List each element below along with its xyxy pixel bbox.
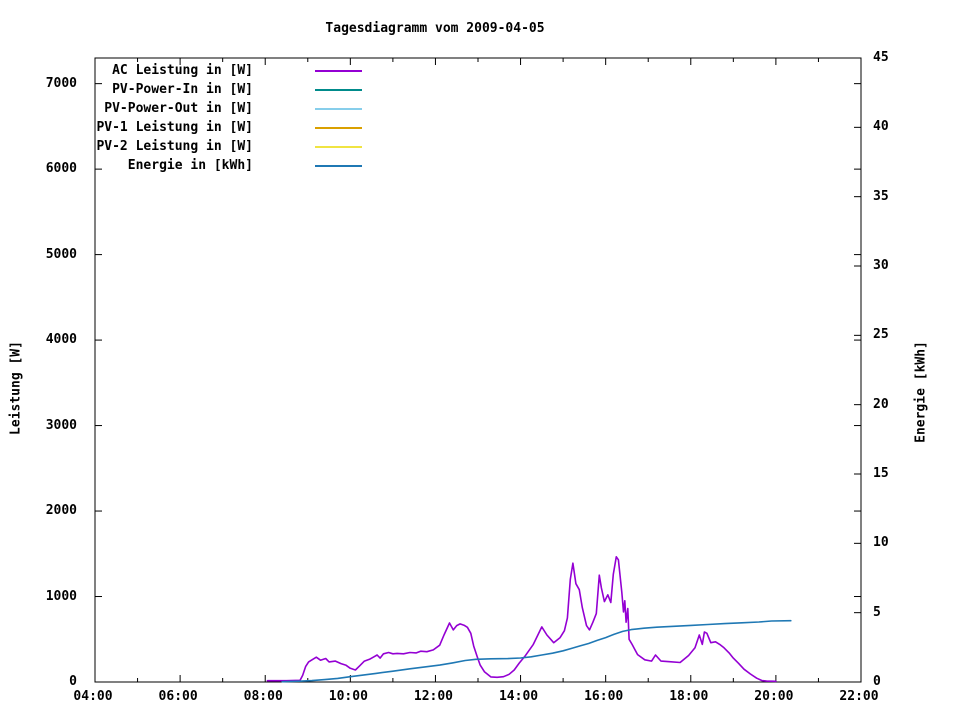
x-tick-label: 06:00 <box>158 689 198 704</box>
legend-label-5: PV-2 Leistung in [W] <box>96 139 253 154</box>
y-right-tick-label: 5 <box>873 604 881 620</box>
legend-label-6: Energie in [kWh] <box>127 158 253 173</box>
x-tick-label: 20:00 <box>754 689 794 704</box>
legend-label-3: PV-Power-Out in [W] <box>104 101 253 116</box>
legend-label-1: AC Leistung in [W] <box>112 63 253 78</box>
legend-swatch-6 <box>315 165 362 167</box>
y-left-tick-label: 7000 <box>45 75 77 91</box>
legend-label-2: PV-Power-In in [W] <box>112 82 253 97</box>
x-tick-label: 16:00 <box>584 689 624 704</box>
x-tick-label: 18:00 <box>669 689 709 704</box>
y-axis-label-right: Energie [kWh] <box>913 341 929 443</box>
y-left-tick-label: 3000 <box>45 417 77 433</box>
x-tick-label: 08:00 <box>243 689 283 704</box>
y-left-tick-label: 0 <box>69 674 77 689</box>
series-energie <box>281 619 792 683</box>
y-left-tick-label: 4000 <box>45 332 77 348</box>
x-tick-label: 14:00 <box>498 689 539 704</box>
y-right-tick-label: 45 <box>873 50 889 65</box>
chart-title: Tagesdiagramm vom 2009-04-05 <box>325 21 545 36</box>
legend-swatch-5 <box>315 146 362 148</box>
y-right-tick-label: 30 <box>873 258 889 273</box>
x-tick-label: 10:00 <box>328 689 368 704</box>
series-ac-leistung <box>266 555 777 683</box>
y-right-tick-label: 0 <box>873 674 881 689</box>
y-right-tick-label: 35 <box>873 188 889 204</box>
legend-swatch-4 <box>315 127 362 129</box>
y-right-tick-label: 25 <box>873 327 889 343</box>
y-right-tick-label: 20 <box>873 396 889 412</box>
y-right-tick-label: 15 <box>873 466 889 481</box>
legend-swatch-3 <box>315 108 362 110</box>
legend-swatch-2 <box>315 89 362 91</box>
x-tick-label: 12:00 <box>413 689 454 704</box>
legend-swatch-1 <box>315 70 362 72</box>
y-left-tick-label: 5000 <box>45 246 77 262</box>
y-left-tick-label: 2000 <box>45 503 77 519</box>
legend-label-4: PV-1 Leistung in [W] <box>96 120 253 135</box>
y-right-tick-label: 40 <box>873 119 889 135</box>
y-right-tick-label: 10 <box>873 535 889 551</box>
y-left-tick-label: 1000 <box>45 588 77 604</box>
x-tick-label: 04:00 <box>73 689 113 704</box>
x-tick-label: 22:00 <box>839 689 879 704</box>
y-left-tick-label: 6000 <box>45 161 77 177</box>
